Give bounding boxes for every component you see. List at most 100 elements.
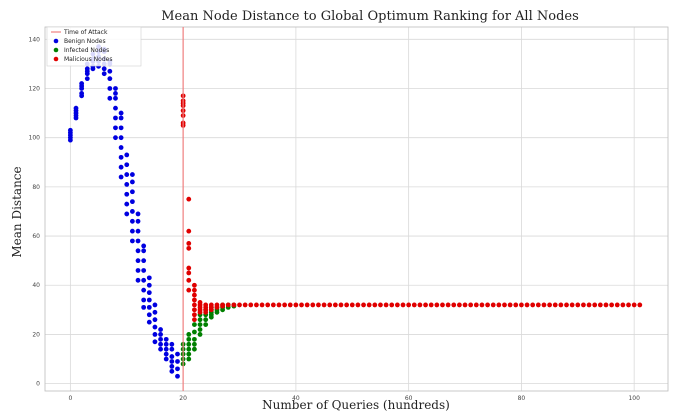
infected-node-point [197,317,203,323]
benign-node-point [129,209,135,214]
benign-node-point [169,359,175,364]
benign-node-point [73,105,79,111]
benign-node-point [141,258,147,264]
malicious-node-point [569,302,575,308]
benign-node-point [113,105,118,111]
infected-node-point [192,341,197,347]
malicious-node-point [344,302,350,308]
grid [45,27,668,391]
benign-node-point [129,172,135,177]
malicious-node-point [186,265,192,271]
benign-node-point [84,66,90,72]
benign-node-point [152,324,158,330]
benign-node-point [163,351,169,357]
infected-node-point [192,346,197,352]
benign-node-point [141,277,147,283]
malicious-node-point [575,302,581,308]
malicious-node-point [586,302,592,308]
benign-node-point [129,238,135,244]
malicious-node-point [428,302,434,308]
malicious-node-point [614,302,620,308]
infected-node-point [186,336,192,342]
benign-node-point [175,359,180,364]
malicious-node-point [434,302,440,308]
benign-node-point [169,364,175,369]
infected-node-point [192,336,197,342]
infected-node-point [186,332,192,337]
benign-node-point [84,76,90,82]
malicious-node-point [547,302,553,308]
benign-node-point [107,95,113,101]
benign-node-point [107,76,113,82]
benign-node-point [118,125,124,131]
malicious-node-point [192,302,197,308]
malicious-node-point [603,302,609,308]
malicious-node-point [186,287,192,293]
legend-infected-swatch [53,47,59,53]
malicious-node-point [513,302,519,308]
malicious-node-point [581,302,586,308]
malicious-node-point [361,302,366,308]
malicious-node-point [355,302,361,308]
malicious-node-point [287,302,293,308]
malicious-node-point [192,317,197,323]
malicious-node-point [473,302,479,308]
malicious-node-point [592,302,598,308]
benign-node-point [67,127,73,133]
y-tick-label: 20 [32,331,40,338]
malicious-nodes-series [180,93,643,323]
malicious-node-point [378,302,383,308]
benign-node-point [129,179,135,185]
x-tick-label: 80 [518,395,526,402]
benign-node-point [135,211,141,217]
malicious-node-point [462,302,468,308]
benign-node-point [169,346,175,352]
infected-node-point [192,329,197,335]
benign-node-point [158,336,163,342]
benign-node-point [175,351,180,357]
malicious-node-point [208,307,214,313]
benign-node-point [141,297,147,303]
benign-node-point [135,277,141,283]
malicious-node-point [490,302,496,308]
benign-node-point [152,332,158,337]
legend-box [46,26,142,67]
benign-node-point [101,71,107,77]
legend: Time of Attack Benign Nodes Infected Nod… [46,26,142,67]
benign-node-point [169,368,175,374]
malicious-node-point [496,302,502,308]
benign-node-point [163,356,169,362]
benign-node-point [124,152,130,158]
infected-node-point [192,322,197,327]
malicious-node-point [203,309,209,315]
infected-node-point [186,341,192,347]
legend-attack-label: Time of Attack [63,29,108,36]
malicious-node-point [637,302,643,308]
y-tick-label: 140 [29,36,41,43]
benign-node-point [135,228,141,234]
benign-node-point [163,341,169,347]
malicious-node-point [186,228,192,234]
infected-node-point [186,356,192,362]
malicious-node-point [248,302,254,308]
malicious-node-point [423,302,428,308]
y-tick-label: 40 [32,282,40,289]
malicious-node-point [270,302,276,308]
benign-node-point [113,91,118,96]
legend-benign-swatch [53,38,59,44]
benign-node-point [135,258,141,264]
malicious-node-point [327,302,333,308]
malicious-node-point [541,302,547,308]
benign-node-point [158,346,163,352]
malicious-node-point [186,245,192,251]
benign-node-point [124,191,130,197]
benign-node-point [101,66,107,72]
malicious-node-point [456,302,462,308]
benign-node-point [158,332,163,337]
malicious-node-point [316,302,321,308]
malicious-node-point [214,304,220,310]
malicious-node-point [631,302,637,308]
x-tick-label: 60 [405,395,413,402]
benign-node-point [113,125,118,131]
malicious-node-point [192,312,197,318]
